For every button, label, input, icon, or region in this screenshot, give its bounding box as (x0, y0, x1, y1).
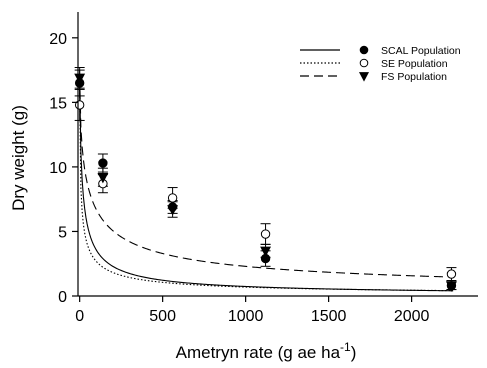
data-point-open-circle (260, 229, 271, 239)
legend-label: SCAL Population (381, 45, 461, 57)
x-axis-title-main: Ametryn rate (g ae ha (176, 343, 341, 362)
x-axis-title-superscript: -1 (340, 340, 351, 354)
x-tick-label: 500 (149, 308, 176, 325)
legend-label: SE Population (381, 58, 448, 70)
y-tick-label: 15 (49, 95, 67, 112)
data-point-open-circle (167, 193, 178, 203)
data-point-filled-triangle-down (260, 246, 271, 257)
data-point-filled-triangle-down (74, 73, 86, 84)
y-tick-label: 0 (58, 289, 67, 306)
legend-marker-filled-triangle-down (358, 72, 370, 82)
data-point-filled-triangle-down (445, 281, 457, 292)
x-tick-label: 2000 (394, 308, 430, 325)
x-tick-label: 1500 (311, 308, 347, 325)
ticks: 0 500 1000 1500 2000 0 5 10 15 20 (49, 31, 429, 325)
y-tick-label: 20 (49, 31, 67, 48)
x-tick-label: 0 (75, 308, 84, 325)
data-point-filled-triangle-down (167, 205, 179, 216)
legend-marker-open-circle (359, 58, 369, 68)
x-axis-title: Ametryn rate (g ae ha-1) (176, 340, 357, 362)
y-axis-title: Dry weight (g) (9, 105, 28, 211)
data-point-filled-circle (98, 158, 108, 168)
x-axis-title-suffix: ) (351, 343, 357, 362)
fitted-curve-dashed (79, 76, 454, 278)
data-markers (74, 73, 457, 292)
legend-marker-filled-circle (359, 45, 369, 55)
fitted-curve-solid (79, 81, 454, 292)
data-point-open-circle (446, 269, 457, 279)
y-tick-label: 10 (49, 160, 67, 177)
fitted-curve-dotted (79, 89, 454, 292)
data-point-filled-triangle-down (97, 173, 109, 184)
legend-label: FS Population (381, 71, 447, 83)
x-tick-label: 1000 (228, 308, 264, 325)
y-tick-label: 5 (58, 224, 67, 241)
fitted-curves (79, 76, 454, 292)
